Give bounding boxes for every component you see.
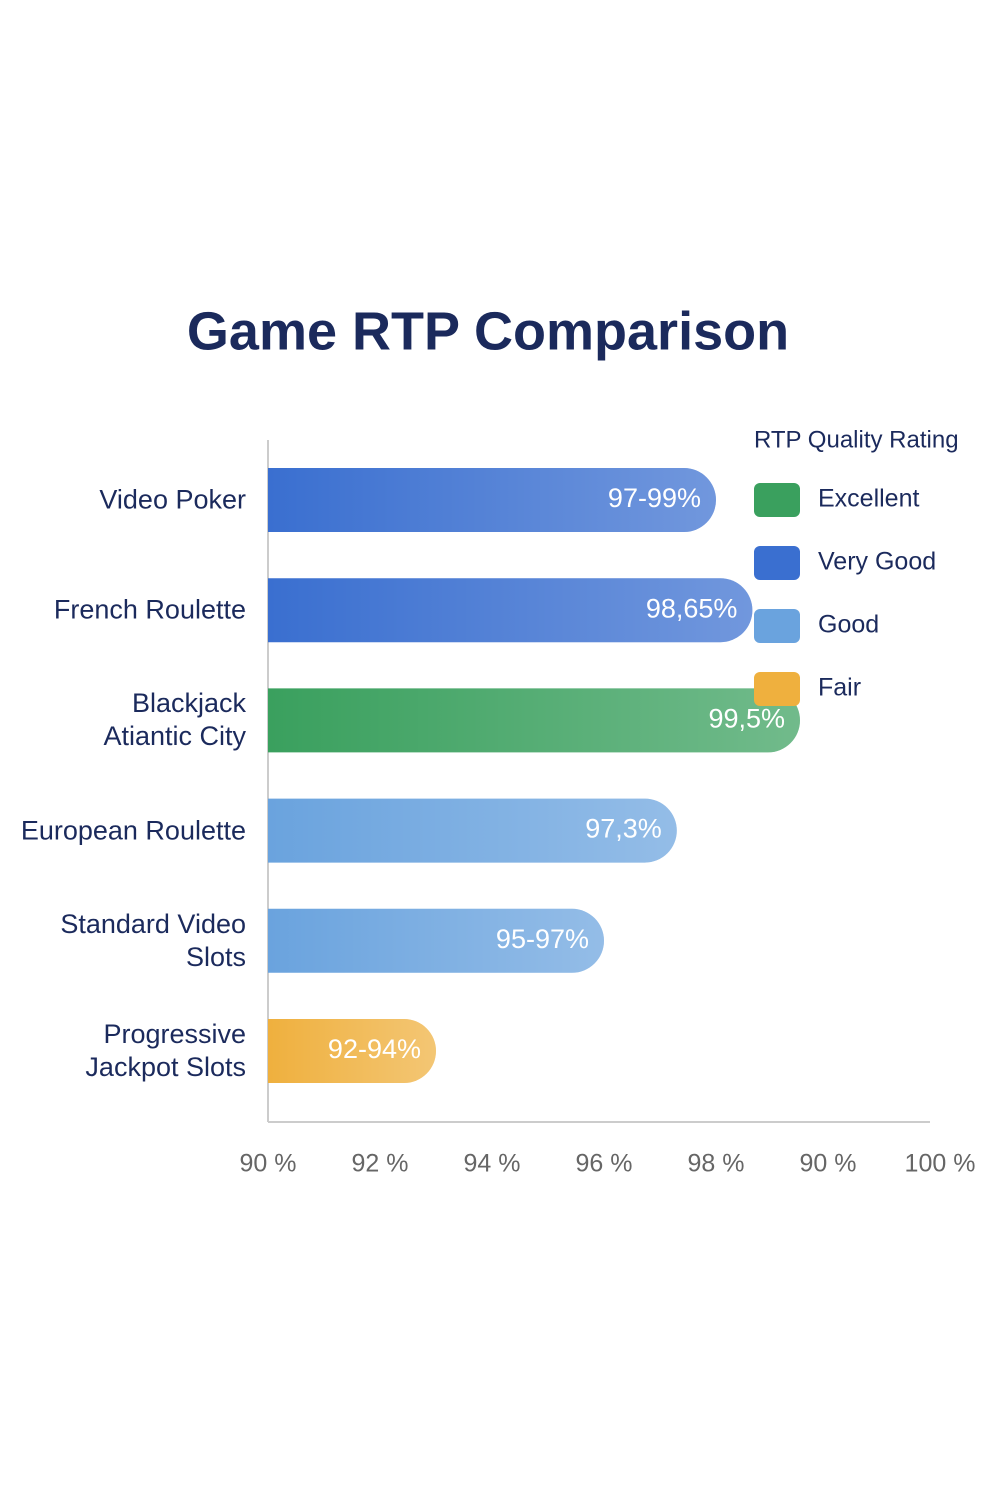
legend-swatch (754, 546, 800, 580)
bar-shine (268, 468, 716, 532)
value-label: 97,3% (585, 814, 662, 844)
x-tick-label: 92 % (352, 1150, 409, 1178)
y-tick-label: Progressive Jackpot Slots (85, 1019, 246, 1082)
value-label: 95-97% (496, 924, 589, 954)
chart-title: Game RTP Comparison (187, 301, 789, 361)
legend-swatch (754, 609, 800, 643)
y-tick-label: French Roulette (53, 594, 246, 625)
x-tick-label: 98 % (688, 1150, 745, 1178)
y-tick-label: Standard Video Slots (60, 908, 246, 972)
x-tick-label: 96 % (576, 1150, 633, 1178)
x-tick-label: 100 % (905, 1150, 976, 1178)
legend-label: Very Good (818, 548, 936, 576)
value-label: 92-94% (328, 1034, 421, 1064)
legend-title: RTP Quality Rating (754, 426, 959, 453)
legend-label: Fair (818, 674, 861, 702)
x-tick-label: 90 % (240, 1150, 297, 1178)
y-tick-label: European Roulette (20, 815, 246, 846)
bar-shine (268, 1019, 436, 1083)
value-label: 99,5% (708, 704, 785, 734)
bar-shine (268, 578, 753, 643)
x-tick-label: 94 % (464, 1150, 521, 1178)
value-label: 97-99% (608, 483, 701, 513)
legend-label: Good (818, 611, 879, 639)
legend-swatch (754, 483, 800, 517)
legend-swatch (754, 672, 800, 706)
bar-shine (268, 798, 677, 863)
legend-label: Excellent (818, 485, 919, 513)
y-tick-label: Blackjack Atiantic City (103, 688, 246, 752)
bar-shine (268, 908, 604, 973)
y-tick-label: Video Poker (99, 484, 246, 515)
value-label: 98,65% (646, 593, 738, 623)
x-tick-label: 90 % (800, 1150, 857, 1178)
bar-shine (268, 688, 800, 753)
